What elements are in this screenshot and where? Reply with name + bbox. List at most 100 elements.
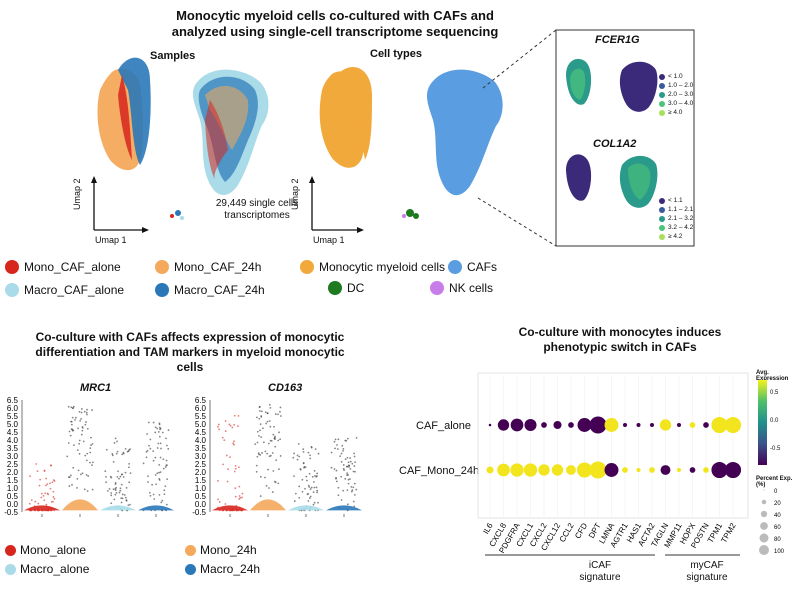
cell-point — [69, 434, 72, 437]
umap-y-label: Umap 2 — [72, 178, 82, 210]
cell-point — [68, 476, 71, 479]
cell-point — [345, 465, 348, 468]
cell-point — [149, 494, 152, 497]
size-label: 80 — [774, 537, 781, 543]
cell-point — [337, 486, 340, 489]
cell-point — [124, 447, 127, 450]
dot — [660, 465, 671, 475]
violin-legend-item: Macro_24h — [185, 562, 260, 576]
cell-point — [53, 480, 56, 482]
cell-point — [67, 442, 70, 444]
cell-point — [158, 422, 161, 425]
expression-bin: < 1.0 — [659, 72, 693, 81]
cell-point — [330, 451, 333, 454]
cell-point — [114, 483, 117, 485]
colorbar-tick-top: 0.5 — [770, 390, 779, 396]
cell-point — [353, 482, 356, 485]
cell-point — [52, 496, 55, 498]
y-tick-label: 6.0 — [195, 404, 207, 413]
y-tick-label: 5.5 — [7, 412, 19, 421]
cell-point — [79, 419, 82, 422]
cell-point — [309, 454, 312, 457]
cell-point — [158, 464, 161, 466]
cell-point — [85, 459, 88, 462]
cell-point — [260, 436, 263, 438]
cell-point — [163, 493, 166, 496]
cell-point — [266, 452, 269, 455]
legend-label: Macro_alone — [20, 562, 90, 576]
dot — [711, 461, 728, 479]
cell-point — [260, 410, 263, 413]
cell-point — [79, 473, 82, 476]
cell-point — [266, 412, 269, 414]
size-label: 100 — [774, 549, 785, 555]
cell-point — [80, 418, 82, 420]
cell-point — [277, 439, 280, 442]
size-dot — [759, 533, 769, 543]
cell-point — [337, 438, 340, 441]
bin-label: 2.0 – 3.0 — [668, 91, 694, 98]
cell-point — [152, 450, 155, 453]
dot — [703, 422, 709, 428]
cell-point — [313, 486, 316, 489]
cell-point — [279, 438, 282, 441]
sample-legend-item: Mono_CAF_alone — [5, 260, 121, 274]
dot — [689, 467, 696, 473]
cell-point — [52, 490, 55, 493]
cell-point — [78, 442, 81, 445]
cell-point — [266, 420, 269, 423]
cell-point — [311, 475, 314, 478]
cell-point — [158, 479, 161, 481]
cell-point — [226, 480, 229, 483]
cell-point — [255, 464, 258, 467]
cell-point — [165, 444, 168, 447]
cell-point — [70, 474, 72, 477]
dot — [497, 419, 510, 431]
cell-point — [159, 456, 162, 459]
cell-point — [342, 464, 345, 466]
cell-point — [147, 481, 149, 483]
dot — [676, 422, 682, 428]
cell-point — [83, 488, 86, 491]
dot — [568, 422, 574, 428]
mycaf-signature: myCAF signature — [686, 560, 728, 583]
cell-point — [296, 454, 299, 457]
legend-dot — [300, 260, 314, 274]
cell-point — [225, 454, 228, 457]
cell-point — [86, 408, 88, 411]
dot — [486, 466, 494, 474]
cell-point — [237, 425, 239, 428]
cell-point — [277, 413, 279, 416]
dot — [577, 418, 592, 432]
cell-point — [148, 491, 151, 494]
cell-point — [91, 464, 93, 467]
cell-point — [74, 418, 76, 421]
y-tick-label: 3.0 — [7, 452, 19, 461]
violin — [24, 505, 60, 511]
bin-dot — [659, 233, 665, 240]
legend-dot — [185, 563, 196, 575]
cell-point — [346, 503, 349, 506]
cell-point — [115, 491, 118, 494]
dot — [649, 467, 655, 473]
cell-point — [218, 428, 220, 431]
cell-point — [122, 476, 125, 478]
size-label: 20 — [774, 501, 781, 507]
legend-label: Mono_alone — [20, 543, 87, 557]
cell-point — [149, 438, 152, 441]
cell-point — [124, 471, 127, 474]
cell-point — [316, 489, 319, 492]
cell-point — [317, 501, 319, 504]
size-title: Percent Exp. (%) — [756, 476, 793, 488]
dot — [636, 422, 641, 428]
cell-point — [298, 485, 301, 488]
dot — [510, 418, 524, 432]
cell-point — [125, 486, 128, 489]
cell-point — [351, 489, 354, 492]
cell-point — [152, 459, 155, 462]
samples-umap — [97, 57, 269, 220]
cell-point — [83, 410, 86, 413]
cell-point — [223, 439, 226, 442]
cell-point — [127, 504, 130, 507]
size-label: 60 — [774, 525, 781, 531]
